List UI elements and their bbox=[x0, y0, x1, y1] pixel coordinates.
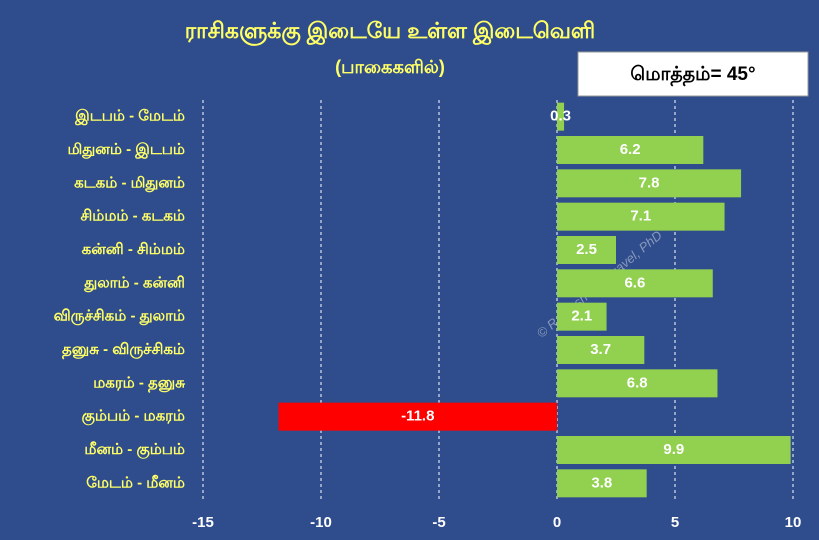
data-label: 0.3 bbox=[550, 108, 571, 125]
bar bbox=[557, 102, 565, 131]
bar bbox=[557, 469, 647, 498]
data-label: 6.8 bbox=[627, 374, 648, 391]
x-tick-label: -10 bbox=[310, 514, 332, 531]
data-label: 6.2 bbox=[620, 141, 641, 158]
data-label: 9.9 bbox=[663, 441, 684, 458]
bar bbox=[557, 136, 704, 164]
y-tick-label: கன்னி - சிம்மம் bbox=[82, 241, 185, 258]
y-tick-label: கும்பம் - மகரம் bbox=[82, 408, 185, 426]
y-tick-label: மேடம் - மீனம் bbox=[86, 474, 185, 491]
total-box bbox=[577, 51, 809, 97]
data-label: 7.1 bbox=[630, 208, 651, 225]
data-label: 7.8 bbox=[639, 174, 660, 191]
bar bbox=[557, 369, 718, 398]
bar bbox=[557, 236, 616, 264]
chart-title: ராசிகளுக்கு இடையே உள்ள இடைவெளி bbox=[185, 18, 595, 46]
data-label: 2.5 bbox=[576, 241, 597, 258]
y-tick-label: மிதுனம் - இடபம் bbox=[68, 141, 185, 159]
y-tick-label: கடகம் - மிதுனம் bbox=[74, 174, 185, 192]
x-tick-label: -15 bbox=[192, 514, 214, 531]
bar bbox=[557, 202, 725, 231]
data-label: -11.8 bbox=[401, 408, 434, 425]
data-label: 3.8 bbox=[591, 474, 612, 491]
bar bbox=[557, 302, 607, 331]
y-tick-label: மீனம் - கும்பம் bbox=[84, 441, 185, 459]
y-tick-label: துலாம் - கன்னி bbox=[83, 274, 185, 292]
bar bbox=[557, 269, 713, 298]
bar bbox=[557, 169, 742, 198]
x-tick-label: 0 bbox=[553, 514, 561, 531]
y-tick-label: இடபம் - மேடம் bbox=[74, 108, 185, 126]
bar bbox=[557, 336, 645, 364]
y-tick-label: சிம்மம் - கடகம் bbox=[81, 208, 186, 225]
data-label: 2.1 bbox=[571, 308, 592, 325]
x-tick-label: 10 bbox=[785, 514, 802, 531]
x-tick-label: 5 bbox=[671, 514, 679, 531]
total-annotation: மொத்தம்= 45° bbox=[630, 64, 755, 87]
bar bbox=[278, 402, 557, 431]
y-tick-label: விருச்சிகம் - துலாம் bbox=[54, 308, 185, 326]
data-label: 6.6 bbox=[624, 274, 645, 291]
y-tick-label: தனுசு - விருச்சிகம் bbox=[62, 341, 185, 359]
y-tick-label: மகரம் - தனுசு bbox=[93, 374, 185, 392]
data-label: 3.7 bbox=[590, 341, 611, 358]
x-tick-label: -5 bbox=[432, 514, 445, 531]
chart-subtitle: (பாகைகளில்) bbox=[335, 57, 445, 77]
bar bbox=[557, 436, 791, 464]
